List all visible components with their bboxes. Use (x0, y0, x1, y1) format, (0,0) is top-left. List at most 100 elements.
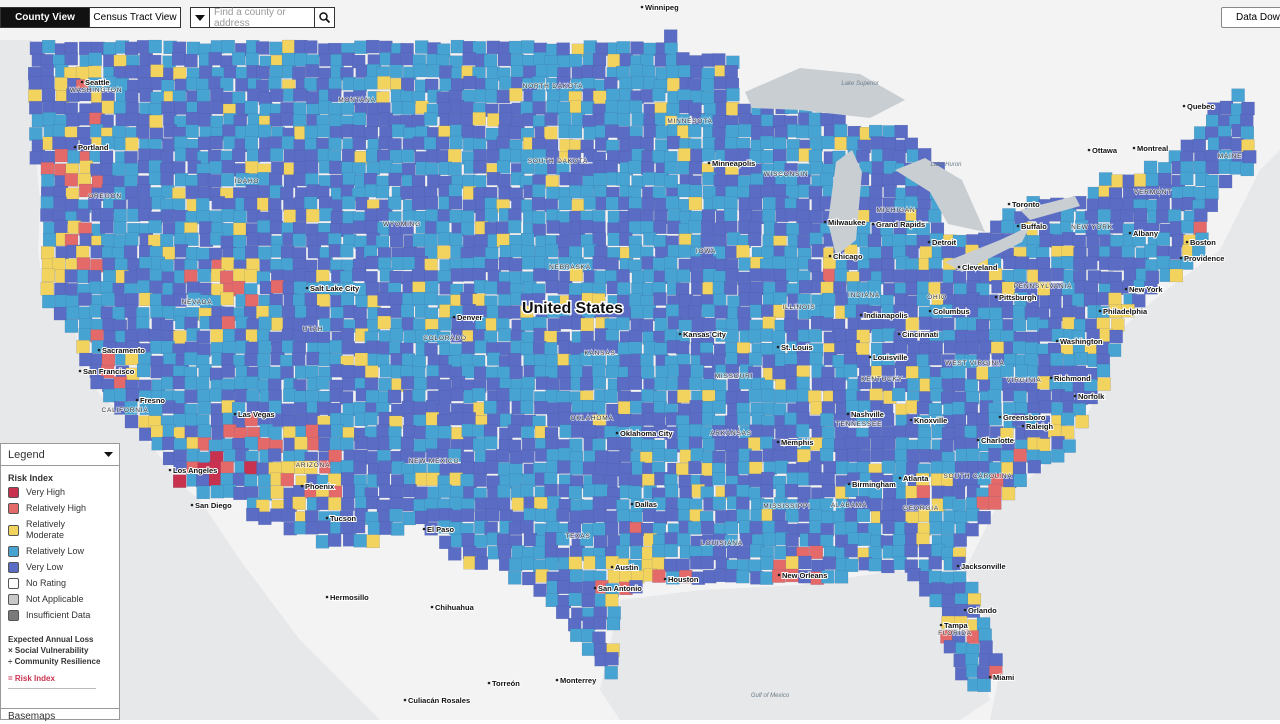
county (340, 101, 355, 115)
county (844, 558, 859, 572)
state-label: NEVADA (181, 299, 212, 306)
county (964, 379, 978, 393)
county (1132, 233, 1146, 247)
county (929, 449, 943, 463)
city-dot (939, 623, 943, 627)
city-label: Torreón (492, 679, 520, 688)
county (882, 487, 897, 501)
city-dot (1055, 339, 1059, 343)
county (952, 401, 966, 415)
county (1048, 295, 1062, 309)
county (905, 424, 919, 438)
county (627, 208, 642, 222)
county (617, 509, 631, 523)
county (41, 268, 55, 282)
county (870, 436, 884, 450)
county (882, 328, 896, 342)
state-label: MISSISSIPPI (763, 503, 810, 510)
county (592, 90, 607, 104)
county (905, 485, 919, 500)
county (652, 412, 666, 426)
county (976, 352, 990, 367)
county (508, 521, 523, 535)
county (677, 376, 691, 390)
county (271, 317, 285, 331)
county (581, 642, 596, 656)
city-label: Orlando (968, 606, 997, 615)
search-dropdown[interactable] (190, 7, 210, 28)
county (857, 375, 871, 390)
data-download-button[interactable]: Data Down (1221, 7, 1280, 28)
city-dot (678, 332, 682, 336)
county (365, 451, 379, 465)
county (415, 100, 429, 114)
tract-view-button[interactable]: Census Tract View (89, 7, 181, 28)
county (171, 52, 186, 66)
county (65, 137, 79, 151)
county (1015, 256, 1030, 270)
county (411, 196, 426, 211)
city-dot (300, 484, 304, 488)
county (941, 594, 955, 608)
county (976, 413, 990, 427)
county (859, 268, 873, 282)
county (424, 291, 438, 306)
city-dot (847, 482, 851, 486)
county (197, 389, 211, 403)
county (293, 88, 307, 102)
county (700, 233, 715, 247)
county (41, 75, 55, 90)
county (989, 653, 1003, 667)
county (210, 484, 224, 499)
county (174, 78, 188, 92)
county (498, 112, 513, 126)
county (820, 523, 834, 537)
county (149, 280, 163, 294)
search-input[interactable]: Find a county or address (209, 7, 315, 29)
county (690, 256, 704, 270)
city-dot (663, 577, 667, 581)
county (29, 101, 43, 115)
county (531, 197, 546, 211)
basemaps-header[interactable]: Basemaps (1, 708, 119, 724)
county-view-button[interactable]: County View (0, 7, 90, 28)
county (460, 101, 474, 115)
city-dot (777, 573, 781, 577)
county (197, 401, 211, 415)
county (797, 486, 811, 500)
city-dot (452, 315, 456, 319)
county (424, 258, 438, 272)
county (388, 196, 402, 210)
county (725, 352, 739, 366)
city-dot (168, 468, 172, 472)
county (304, 138, 318, 152)
county (559, 424, 573, 438)
county (834, 268, 848, 283)
county (40, 246, 55, 260)
county (246, 184, 260, 199)
county (666, 65, 680, 79)
county (869, 388, 883, 402)
county (798, 555, 812, 570)
county (220, 472, 234, 487)
county (1096, 292, 1110, 306)
search-button[interactable] (314, 7, 335, 28)
county (268, 136, 282, 150)
city-dot (325, 516, 329, 520)
county (881, 365, 895, 379)
county (1168, 209, 1182, 223)
county (507, 219, 522, 234)
county (316, 496, 330, 510)
county (535, 448, 549, 462)
county (210, 414, 225, 428)
county (1062, 439, 1076, 453)
county (498, 293, 512, 308)
legend-header[interactable]: Legend (1, 444, 119, 466)
county (232, 148, 246, 163)
county (628, 485, 642, 500)
county (664, 174, 678, 189)
legend-items: Very High Relatively High Relatively Moder… (1, 487, 119, 621)
county (688, 124, 702, 138)
county (700, 378, 715, 392)
county (269, 41, 283, 56)
